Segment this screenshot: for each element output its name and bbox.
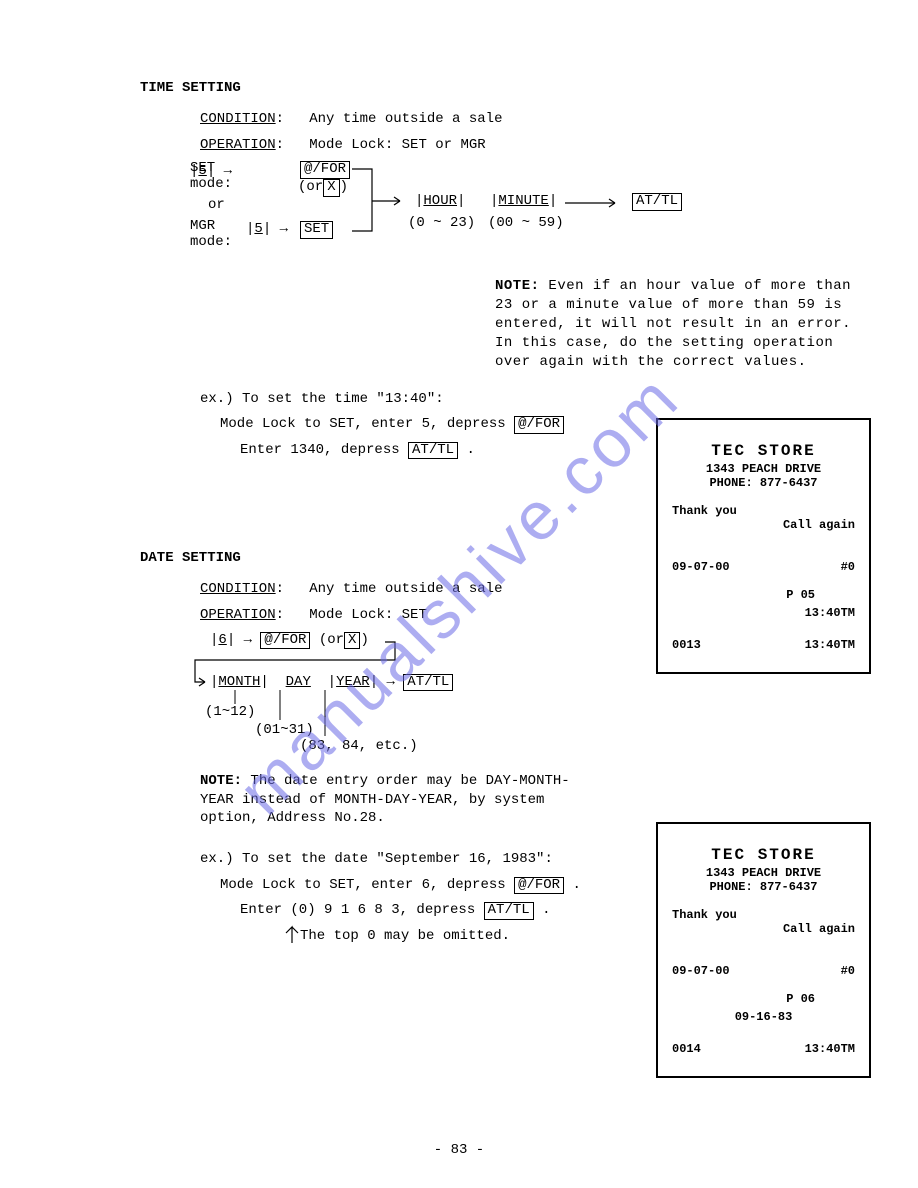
x-key: X [323,179,339,196]
receipt-phone: PHONE: 877-6437 [672,476,855,490]
operation-label: OPERATION [200,137,276,153]
condition-text: Any time outside a sale [309,111,502,127]
receipt-1: TEC STORE 1343 PEACH DRIVE PHONE: 877-64… [656,418,871,674]
receipt-addr: 1343 PEACH DRIVE [672,462,855,476]
set-key: SET [300,221,333,238]
time-flow-diagram: SETmode: |5| → @/FOR ((ororX) or MGRmode… [190,161,858,271]
condition-line: CONDITION: Any time outside a sale [200,110,858,130]
receipt-2: TEC STORE 1343 PEACH DRIVE PHONE: 877-64… [656,822,871,1078]
time-setting-title: TIME SETTING [140,80,858,96]
page-number: - 83 - [0,1142,918,1158]
receipt-store: TEC STORE [672,442,855,460]
atfor-key: @/FOR [300,161,350,178]
condition-label: CONDITION [200,111,276,127]
operation-line: OPERATION: Mode Lock: SET or MGR [200,136,858,156]
receipt-call: Call again [672,518,855,532]
receipt-thanks: Thank you [672,504,855,518]
time-example-label: ex.) To set the time "13:40": [200,390,858,410]
operation-text: Mode Lock: SET or MGR [309,137,485,153]
page: manualshive.com TIME SETTING CONDITION: … [0,0,918,1188]
attl-key: AT/TL [632,193,682,210]
date-note: NOTE: The date entry order may be DAY-MO… [200,772,600,829]
time-note: NOTE: Even if an hour value of more than… [495,277,865,371]
